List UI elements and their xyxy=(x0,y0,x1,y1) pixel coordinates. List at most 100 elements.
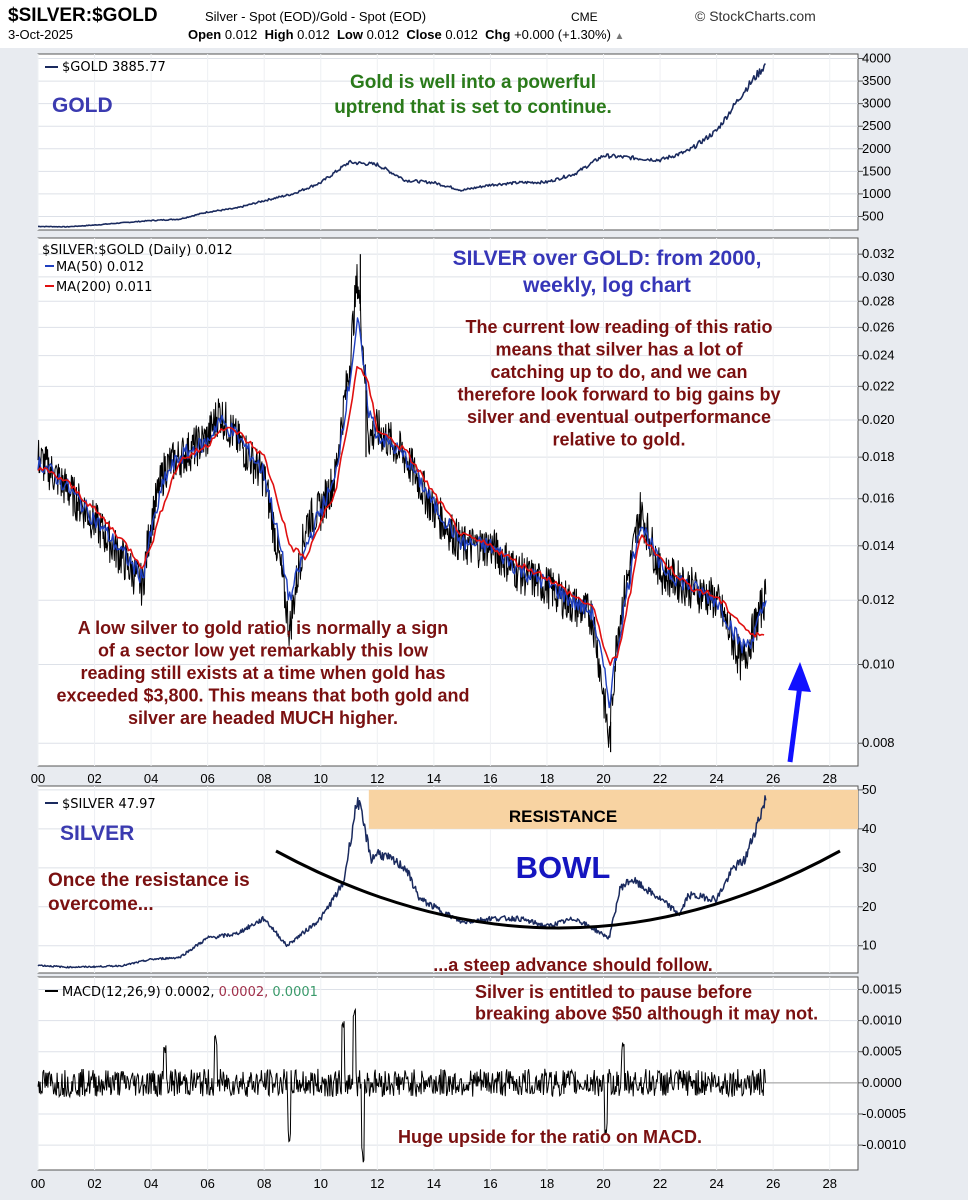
collapse-up-icon[interactable]: ▲ xyxy=(614,31,625,42)
y-tick-label: 2000 xyxy=(862,141,891,156)
y-tick-label: 1500 xyxy=(862,163,891,178)
x-tick-label: 12 xyxy=(370,771,384,786)
x-tick-label: 08 xyxy=(257,1176,271,1191)
y-tick-label: -0.0010 xyxy=(862,1137,906,1152)
x-tick-label: 26 xyxy=(766,1176,780,1191)
y-tick-label: 40 xyxy=(862,821,876,836)
ratio-ma50-line xyxy=(37,317,767,709)
ratio-annotation-left: reading still exists at a time when gold… xyxy=(80,663,445,683)
up-arrow-head xyxy=(788,662,811,692)
y-tick-label: 0.0000 xyxy=(862,1075,902,1090)
x-tick-label: 28 xyxy=(822,1176,836,1191)
chart-symbol: $SILVER:$GOLD xyxy=(8,5,158,26)
silver-annotation-bottom: ...a steep advance should follow. xyxy=(433,955,712,975)
ratio-annotation-right: silver and eventual outperformance xyxy=(467,407,771,427)
y-tick-label: 500 xyxy=(862,208,884,223)
x-tick-label: 10 xyxy=(314,771,328,786)
y-tick-label: 0.028 xyxy=(862,293,895,308)
gold-annotation: Gold is well into a powerful xyxy=(350,72,596,93)
x-tick-label: 06 xyxy=(200,771,214,786)
ratio-ma200-line xyxy=(37,365,765,666)
macd-annotation-top: Silver is entitled to pause before xyxy=(475,982,752,1002)
gold-panel-title: GOLD xyxy=(52,94,113,117)
y-tick-label: 0.010 xyxy=(862,657,895,672)
y-tick-label: 0.030 xyxy=(862,269,895,284)
x-tick-label: 16 xyxy=(483,1176,497,1191)
low-value: 0.012 xyxy=(366,27,400,42)
macd-legend-signal: 0.0002, xyxy=(219,985,273,1000)
x-tick-label: 28 xyxy=(822,771,836,786)
x-tick-label: 08 xyxy=(257,771,271,786)
close-value: 0.012 xyxy=(445,27,478,42)
macd-legend-main: MACD(12,26,9) 0.0002, xyxy=(62,985,219,1000)
y-tick-label: 0.032 xyxy=(862,246,895,261)
ratio-annotation-left: silver are headed MUCH higher. xyxy=(128,708,398,728)
ratio-annotation-right: relative to gold. xyxy=(552,430,685,450)
x-tick-label: 12 xyxy=(370,1176,384,1191)
x-tick-label: 10 xyxy=(314,1176,328,1191)
x-tick-label: 14 xyxy=(427,1176,441,1191)
y-tick-label: 0.016 xyxy=(862,491,895,506)
open-value: 0.012 xyxy=(224,27,258,42)
exchange-label: CME xyxy=(571,10,598,24)
ratio-annotation-left: exceeded $3,800. This means that both go… xyxy=(56,686,469,706)
close-label: Close xyxy=(406,27,442,42)
macd-annotation-bottom: Huge upside for the ratio on MACD. xyxy=(398,1127,702,1147)
y-tick-label: 0.0005 xyxy=(862,1044,902,1059)
y-tick-label: 0.008 xyxy=(862,735,895,750)
ma200-legend: MA(200) 0.011 xyxy=(56,280,152,295)
y-tick-label: 0.014 xyxy=(862,538,895,553)
y-tick-label: 3000 xyxy=(862,96,891,111)
ratio-annotation-left: of a sector low yet remarkably this low xyxy=(98,641,429,661)
y-tick-label: 30 xyxy=(862,860,876,875)
x-tick-label: 22 xyxy=(653,1176,667,1191)
x-tick-label: 18 xyxy=(540,1176,554,1191)
ratio-annotation-right: therefore look forward to big gains by xyxy=(457,385,780,405)
ma50-legend: MA(50) 0.012 xyxy=(56,260,144,275)
y-tick-label: 20 xyxy=(862,899,876,914)
ohlc-row: Open 0.012 High 0.012 Low 0.012 Close 0.… xyxy=(188,27,624,42)
ratio-annotation-right: means that silver has a lot of xyxy=(495,340,743,360)
ratio-annotation-right: catching up to do, and we can xyxy=(490,362,747,382)
x-tick-label: 00 xyxy=(31,771,45,786)
x-tick-label: 26 xyxy=(766,771,780,786)
x-tick-label: 24 xyxy=(709,771,723,786)
brand-watermark: © StockCharts.com xyxy=(695,8,816,24)
open-label: Open xyxy=(188,27,222,42)
y-tick-label: 0.020 xyxy=(862,412,895,427)
y-tick-label: 0.012 xyxy=(862,592,895,607)
ratio-title-annotation: weekly, log chart xyxy=(522,274,691,297)
panel-gold xyxy=(37,53,859,231)
chg-value: +0.000 (+1.30%) xyxy=(514,27,611,42)
ratio-title-annotation: SILVER over GOLD: from 2000, xyxy=(453,247,762,270)
y-tick-label: 0.018 xyxy=(862,449,895,464)
bowl-curve xyxy=(275,849,841,930)
silver-annotation-left: overcome... xyxy=(48,894,154,915)
y-tick-label: 4000 xyxy=(862,51,891,66)
y-tick-label: 0.022 xyxy=(862,378,895,393)
chart-description: Silver - Spot (EOD)/Gold - Spot (EOD) xyxy=(205,9,427,24)
x-tick-label: 04 xyxy=(144,1176,158,1191)
x-tick-label: 14 xyxy=(427,771,441,786)
silver-legend: $SILVER 47.97 xyxy=(62,797,156,812)
ratio-annotation-right: The current low reading of this ratio xyxy=(465,317,772,337)
gold-legend: $GOLD 3885.77 xyxy=(62,60,166,75)
silver-price-line xyxy=(37,795,767,969)
chg-label: Chg xyxy=(485,27,511,42)
y-tick-label: -0.0005 xyxy=(862,1106,906,1121)
y-tick-label: 1000 xyxy=(862,186,891,201)
low-label: Low xyxy=(336,27,363,42)
x-tick-label: 24 xyxy=(709,1176,723,1191)
x-tick-label: 06 xyxy=(200,1176,214,1191)
x-tick-label: 20 xyxy=(596,771,610,786)
x-tick-label: 22 xyxy=(653,771,667,786)
up-arrow xyxy=(787,684,803,763)
gold-price-line xyxy=(38,63,766,228)
bowl-label: BOWL xyxy=(516,850,611,885)
macd-line xyxy=(37,1007,766,1163)
y-tick-label: 0.0010 xyxy=(862,1013,902,1028)
ratio-annotation-left: A low silver to gold ratio, is normally … xyxy=(78,618,448,638)
x-tick-label: 02 xyxy=(87,1176,101,1191)
x-tick-label: 20 xyxy=(596,1176,610,1191)
